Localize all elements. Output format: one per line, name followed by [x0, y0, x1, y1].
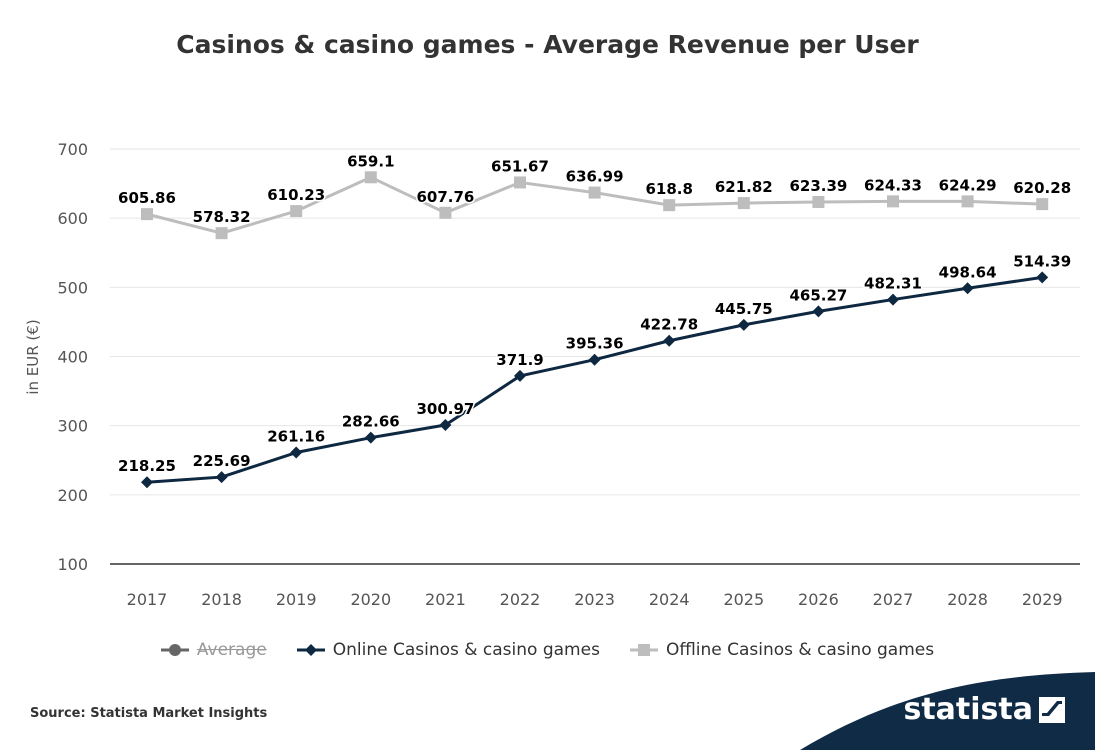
offline-data-label: 610.23 [267, 186, 325, 204]
offline-point[interactable] [290, 205, 303, 218]
x-tick-label: 2021 [425, 590, 466, 609]
x-tick-label: 2026 [798, 590, 839, 609]
offline-point[interactable] [663, 199, 676, 212]
x-tick-label: 2024 [649, 590, 690, 609]
legend-circle-icon [160, 644, 189, 656]
online-data-label: 514.39 [1013, 252, 1071, 270]
online-point[interactable] [588, 353, 601, 366]
x-tick-label: 2025 [723, 590, 764, 609]
online-point[interactable] [290, 446, 303, 459]
legend-item[interactable]: Average [160, 640, 267, 660]
offline-data-label: 621.82 [715, 178, 773, 196]
offline-data-label: 624.33 [864, 176, 922, 194]
brand-wordmark: statista [903, 692, 1033, 727]
online-data-label: 282.66 [342, 413, 400, 431]
x-tick-label: 2022 [500, 590, 541, 609]
legend-label: Offline Casinos & casino games [665, 640, 935, 660]
offline-data-label: 605.86 [118, 189, 176, 207]
y-tick-label: 200 [57, 486, 88, 505]
offline-point[interactable] [737, 197, 750, 210]
grid [110, 148, 1080, 565]
offline-point[interactable] [887, 195, 899, 208]
legend-diamond-icon [296, 644, 325, 656]
online-point[interactable] [215, 471, 228, 484]
y-tick-label: 300 [57, 417, 88, 436]
offline-data-label: 618.8 [645, 180, 692, 198]
online-point[interactable] [439, 418, 452, 431]
online-data-label: 465.27 [789, 286, 847, 304]
online-data-label: 261.16 [267, 428, 325, 446]
chart-legend: Average Online Casinos & casino games Offl… [0, 640, 1095, 660]
x-tick-label: 2017 [127, 590, 168, 609]
x-tick-label: 2020 [350, 590, 391, 609]
offline-data-label: 620.28 [1013, 179, 1071, 197]
online-point[interactable] [1036, 271, 1049, 284]
legend-label: Average [196, 640, 267, 660]
online-data-label: 445.75 [715, 300, 773, 318]
offline-data-label: 607.76 [416, 188, 474, 206]
legend-item[interactable]: Online Casinos & casino games [296, 640, 600, 660]
online-point[interactable] [663, 334, 676, 347]
online-point[interactable] [961, 282, 974, 295]
offline-data-label: 651.67 [491, 157, 549, 175]
y-axis-ticks: 100 200 300 400 500 600 700 [57, 140, 88, 574]
source-note: Source: Statista Market Insights [30, 706, 268, 721]
offline-point[interactable] [588, 186, 601, 199]
data-labels: 218.25 225.69 261.16 282.66 300.97 371.9 395.3… [117, 151, 1073, 477]
online-point[interactable] [364, 431, 377, 444]
online-point[interactable] [141, 476, 153, 489]
brand-logo[interactable]: statista [903, 692, 1065, 727]
legend-item[interactable]: Offline Casinos & casino games [629, 640, 935, 660]
online-point[interactable] [812, 305, 825, 318]
offline-data-label: 623.39 [789, 177, 847, 195]
y-axis-label: in EUR (€) [24, 319, 42, 394]
x-axis-ticks: 2017 2018 2019 2020 2021 2022 2023 2024 2025 2026… [127, 590, 1063, 609]
online-data-label: 371.9 [496, 351, 543, 369]
online-data-label: 498.64 [939, 263, 997, 281]
brand-swoosh [800, 672, 1095, 750]
offline-data-label: 578.32 [193, 208, 251, 226]
y-tick-label: 400 [57, 348, 88, 367]
y-tick-label: 100 [57, 555, 88, 574]
x-tick-label: 2023 [574, 590, 615, 609]
y-tick-label: 600 [57, 209, 88, 228]
online-point[interactable] [737, 318, 750, 331]
online-series-line [146, 275, 1043, 484]
online-point[interactable] [887, 293, 899, 306]
offline-point[interactable] [1036, 198, 1049, 211]
offline-point[interactable] [439, 206, 452, 219]
online-data-label: 482.31 [864, 275, 922, 293]
offline-data-label: 659.1 [347, 152, 394, 170]
online-data-label: 225.69 [193, 452, 251, 470]
series [141, 171, 1049, 489]
offline-point[interactable] [364, 171, 377, 184]
x-tick-label: 2027 [873, 590, 914, 609]
online-data-label: 395.36 [566, 335, 624, 353]
offline-data-label: 636.99 [566, 168, 624, 186]
offline-point[interactable] [514, 176, 526, 189]
x-tick-label: 2028 [947, 590, 988, 609]
online-data-label: 300.97 [416, 400, 474, 418]
online-data-label: 422.78 [640, 316, 698, 334]
x-tick-label: 2018 [201, 590, 242, 609]
offline-point[interactable] [215, 227, 228, 240]
offline-point[interactable] [961, 195, 974, 208]
statista-logo-icon [1039, 696, 1065, 723]
x-tick-label: 2019 [276, 590, 317, 609]
offline-data-label: 624.29 [939, 176, 997, 194]
x-tick-label: 2029 [1022, 590, 1063, 609]
offline-point[interactable] [812, 195, 825, 208]
online-point[interactable] [514, 369, 526, 382]
chart-title: Casinos & casino games - Average Revenue… [176, 30, 919, 59]
offline-point[interactable] [141, 208, 153, 221]
legend-label: Online Casinos & casino games [332, 640, 600, 660]
y-tick-label: 500 [57, 278, 88, 297]
online-data-label: 218.25 [118, 457, 176, 475]
y-tick-label: 700 [57, 140, 88, 159]
legend-square-icon [629, 644, 658, 656]
